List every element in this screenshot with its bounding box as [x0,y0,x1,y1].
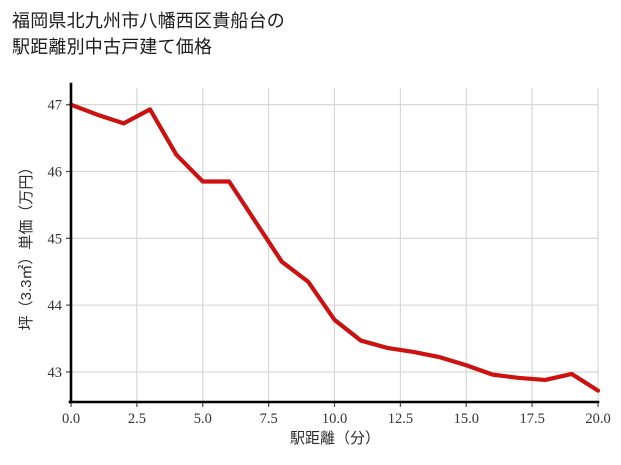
y-tick-label: 47 [48,98,63,114]
y-axis-label: 坪（3.3㎡）単価（万円） [18,160,35,331]
y-tick-labels-group: 43 44 45 46 47 [48,98,63,381]
x-axis-label: 駅距離（分） [290,429,380,447]
x-tick-label: 7.5 [260,411,278,427]
x-tick-label: 20.0 [585,411,610,427]
gridlines-group [71,88,599,402]
y-tick-label: 45 [48,231,63,247]
x-tick-label: 15.0 [454,411,479,427]
x-tick-label: 10.0 [322,411,347,427]
y-tick-label: 43 [48,365,63,381]
y-tick-label: 46 [48,165,63,181]
x-tick-label: 17.5 [519,411,544,427]
x-tick-label: 2.5 [128,411,146,427]
chart-title: 福岡県北九州市八幡西区貴船台の 駅距離別中古戸建て価格 [12,11,285,58]
data-series-group [68,102,601,393]
tickmarks-group [66,104,599,407]
x-tick-label: 0.0 [62,411,80,427]
series-line-坪単価 [68,102,601,393]
x-tick-label: 12.5 [388,411,413,427]
x-tick-labels-group: 0.0 2.5 5.0 7.5 10.0 12.5 15.0 17.5 20.0 [62,411,611,427]
y-tick-label: 44 [48,298,63,314]
x-tick-label: 5.0 [194,411,212,427]
